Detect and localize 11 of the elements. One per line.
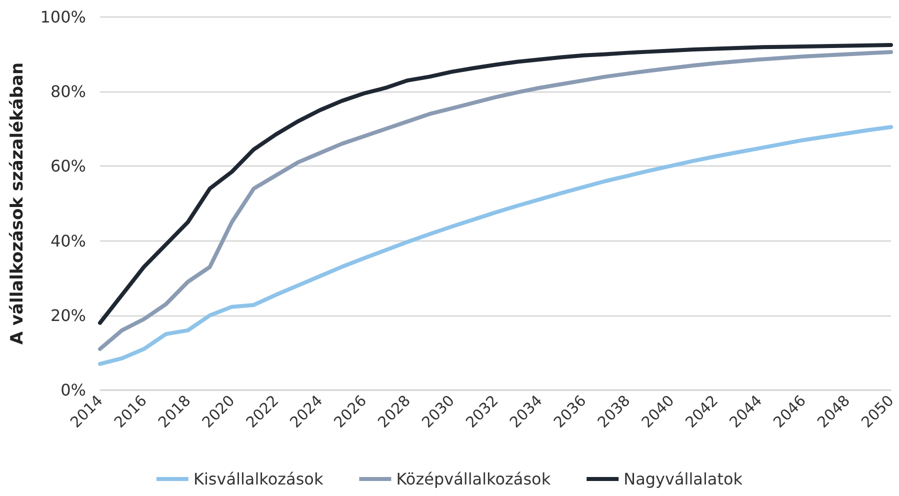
y-tick-label: 20% <box>50 306 86 325</box>
y-tick-label: 0% <box>60 380 86 400</box>
y-axis-title: A vállalkozások százalékában <box>8 62 28 345</box>
line-series <box>98 125 893 366</box>
legend-label: Nagyvállalatok <box>624 470 744 488</box>
legend-label: Kisvállalkozások <box>193 470 324 488</box>
y-tick-label: 100% <box>40 8 86 26</box>
y-tick-label: 60% <box>50 156 86 176</box>
y-tick-label: 40% <box>50 231 86 250</box>
legend-label: Középvállalkozások <box>396 470 552 488</box>
y-tick-label: 80% <box>50 82 86 102</box>
